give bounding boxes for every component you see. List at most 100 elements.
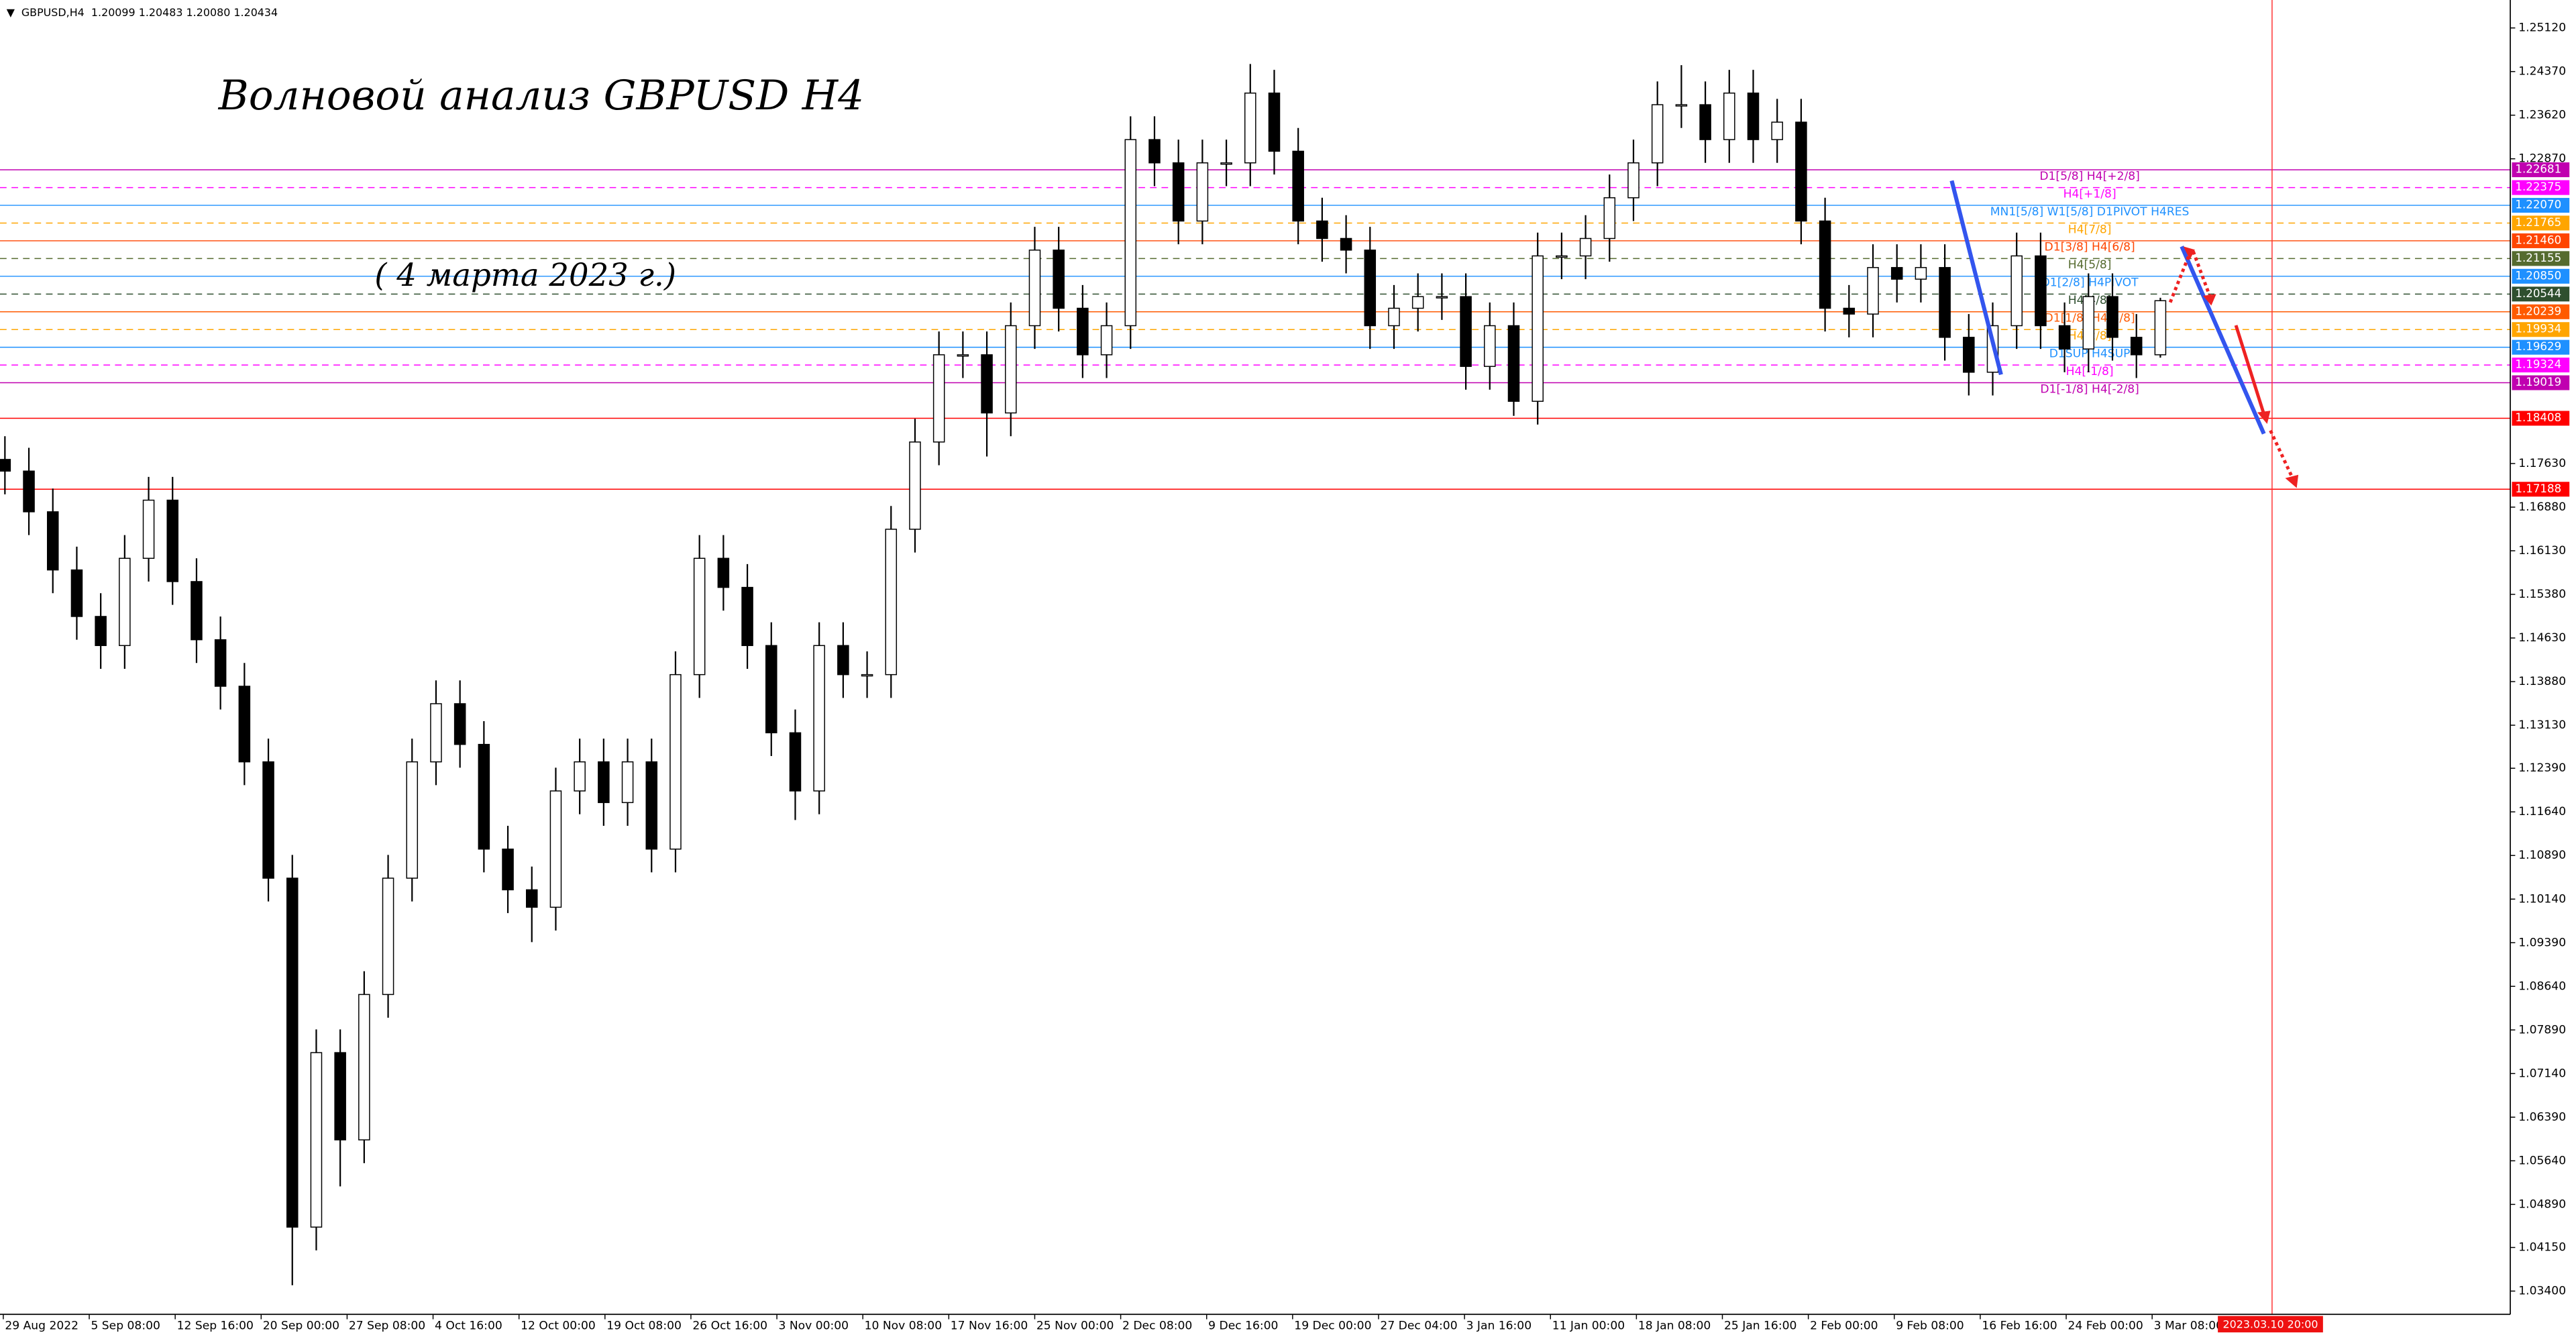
x-tick-label: 12 Oct 00:00: [521, 1319, 596, 1332]
annotations: [1949, 180, 2299, 488]
candle-body: [2154, 300, 2167, 356]
level-price: 1.20850: [2515, 269, 2561, 282]
arrow-head: [2285, 474, 2299, 488]
candle-body: [981, 354, 993, 414]
candle-body: [430, 703, 442, 763]
candle-body: [2130, 337, 2143, 356]
level-price: 1.22681: [2515, 163, 2561, 176]
candle-body: [1196, 162, 1209, 222]
candle-body: [1819, 220, 1831, 309]
candle-body: [957, 354, 969, 357]
arrow-head: [2183, 246, 2195, 260]
candle-body: [1939, 267, 1951, 338]
y-tick-label: 1.05640: [2518, 1154, 2566, 1167]
level-label: H4[+1/8]: [2063, 187, 2116, 201]
level-price: 1.22375: [2515, 180, 2561, 193]
x-tick-label: 9 Feb 08:00: [1896, 1319, 1964, 1332]
candle-body: [1963, 337, 1975, 373]
y-tick-label: 1.13880: [2518, 675, 2566, 688]
candle-body: [574, 761, 586, 792]
level-label: D1[3/8] H4[6/8]: [2045, 241, 2135, 254]
level-price: 1.20239: [2515, 305, 2561, 317]
info-text: GBPUSD,H4 1.20099 1.20483 1.20080 1.2043…: [21, 6, 278, 19]
level-price-box: [2512, 322, 2570, 337]
candle-body: [717, 557, 730, 588]
y-tick-label: 1.04890: [2518, 1197, 2566, 1211]
candle-body: [1100, 325, 1113, 356]
candle-body: [693, 557, 706, 676]
x-tick-label: 16 Feb 16:00: [1982, 1319, 2057, 1332]
level-price: 1.17188: [2515, 482, 2561, 495]
candle-body: [119, 557, 131, 647]
axes: 1.25120 1.24370 1.23620 1.22870 1.17630 1.168…: [3, 21, 2570, 1332]
arrow: [2234, 325, 2266, 415]
candle-body: [262, 761, 274, 879]
chart-subtitle: ( 4 марта 2023 г.): [374, 257, 676, 293]
candle-body: [1484, 325, 1496, 367]
y-tick-label: 1.06390: [2518, 1110, 2566, 1124]
candle-body: [1867, 267, 1879, 315]
candle-body: [1675, 104, 1688, 107]
y-tick-label: 1.08640: [2518, 979, 2566, 993]
x-tick-label: 2 Dec 08:00: [1122, 1319, 1192, 1332]
y-tick-label: 1.16130: [2518, 544, 2566, 557]
y-tick-label: 1.09390: [2518, 936, 2566, 949]
level-label: D1[2/8] H4PIVOT: [2041, 276, 2139, 290]
candle-body: [1747, 93, 1760, 140]
info: ▼: [7, 6, 15, 19]
x-tick-label: 18 Jan 08:00: [1638, 1319, 1711, 1332]
candle-body: [669, 674, 682, 850]
cursor-box: [2218, 1316, 2323, 1333]
candle-body: [238, 686, 251, 763]
x-tick-label: 12 Sep 16:00: [177, 1319, 254, 1332]
x-tick-label: 9 Dec 16:00: [1208, 1319, 1278, 1332]
level-price: 1.19629: [2515, 340, 2561, 353]
candle-body: [23, 470, 35, 513]
cursor-label: 2023.03.10 20:00: [2223, 1318, 2318, 1331]
candle-body: [1890, 267, 1903, 280]
y-tick-label: 1.03400: [2518, 1285, 2566, 1298]
candle-body: [1364, 250, 1377, 327]
candle-body: [2082, 296, 2095, 350]
candle-body: [1579, 237, 1592, 257]
candle-body: [741, 586, 753, 647]
candle-body: [1411, 296, 1424, 309]
level-price-box: [2512, 215, 2570, 231]
candle-body: [621, 761, 634, 804]
y-tick-label: 1.04150: [2518, 1241, 2566, 1254]
level-label: H4[5/8]: [2068, 258, 2112, 272]
level-price-box: [2512, 233, 2570, 248]
candle-body: [1124, 139, 1137, 327]
candle-body: [598, 761, 610, 804]
level-price-box: [2512, 339, 2570, 355]
candle-body: [932, 354, 945, 443]
candle-body: [142, 499, 155, 559]
candle-body: [837, 645, 849, 676]
level-label: D1[-1/8] H4[-2/8]: [2040, 382, 2139, 396]
candle-body: [214, 639, 227, 687]
y-tick-label: 1.14630: [2518, 631, 2566, 645]
y-tick-label: 1.11640: [2518, 805, 2566, 818]
candle-body: [1316, 220, 1328, 239]
y-tick-label: 1.25120: [2518, 21, 2566, 35]
level-price-box: [2512, 162, 2570, 178]
candle-body: [406, 761, 419, 879]
x-tick-label: 26 Oct 16:00: [692, 1319, 767, 1332]
x-tick-label: 10 Nov 08:00: [865, 1319, 942, 1332]
level-price: 1.18408: [2515, 411, 2561, 424]
level-price-box: [2512, 286, 2570, 302]
x-tick-label: 4 Oct 16:00: [435, 1319, 502, 1332]
y-tick-label: 1.12390: [2518, 761, 2566, 775]
x-tick-label: 24 Feb 00:00: [2068, 1319, 2143, 1332]
x-tick-label: 19 Oct 08:00: [606, 1319, 682, 1332]
level-price-box: [2512, 251, 2570, 266]
x-tick-label: 3 Jan 16:00: [1466, 1319, 1532, 1332]
levels: D1[5/8] H4[+2/8] H4[+1/8] MN1[5/8] W1[5/8]…: [0, 169, 2511, 490]
chart-title: Волновой анализ GBPUSD H4: [218, 72, 864, 119]
level-price-box: [2512, 358, 2570, 373]
arrow: [2269, 429, 2294, 478]
candle-body: [95, 616, 107, 647]
candle-body: [1603, 197, 1616, 239]
candle-body: [1699, 104, 1711, 140]
level-price-box: [2512, 268, 2570, 284]
